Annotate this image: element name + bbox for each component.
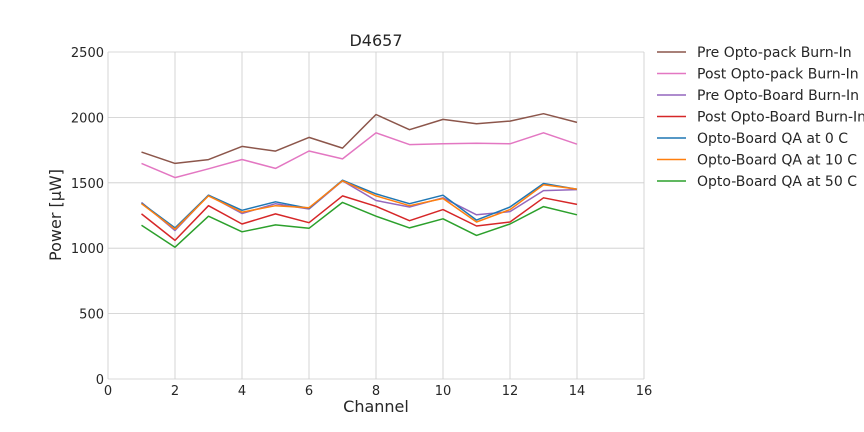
x-tick-label: 0 xyxy=(104,384,112,399)
y-axis-label: Power [μW] xyxy=(46,169,65,261)
y-tick-label: 1000 xyxy=(71,242,104,257)
series-line-7 xyxy=(141,201,578,248)
legend: Pre Opto-pack Burn-In Post Opto-pack Burn… xyxy=(657,45,864,190)
x-tick-label: 8 xyxy=(372,384,380,399)
series-line-1 xyxy=(141,112,578,165)
x-tick-label: 6 xyxy=(305,384,313,399)
x-tick-label: 12 xyxy=(502,384,519,399)
legend-label: Post Opto-pack Burn-In xyxy=(697,67,859,83)
legend-label: Post Opto-Board Burn-In xyxy=(697,110,864,126)
x-axis-label: Channel xyxy=(343,397,409,416)
x-tick-label: 14 xyxy=(569,384,586,399)
x-tick-label: 2 xyxy=(171,384,179,399)
legend-label: Opto-Board QA at 10 C xyxy=(697,153,857,169)
axes: 0 2 4 6 8 10 12 14 16 0 500 1000 1500 2000 2500 xyxy=(71,46,652,399)
legend-label: Pre Opto-pack Burn-In xyxy=(697,45,852,61)
x-tick-label: 10 xyxy=(435,384,452,399)
series-line-2 xyxy=(141,132,578,179)
x-tick-label: 16 xyxy=(636,384,653,399)
series-line-5 xyxy=(141,179,578,229)
y-tick-label: 0 xyxy=(96,373,104,388)
series-line-6 xyxy=(141,180,578,230)
y-tick-label: 1500 xyxy=(71,177,104,192)
series-lines xyxy=(141,112,578,248)
x-tick-label: 4 xyxy=(238,384,246,399)
chart-title: D4657 xyxy=(349,31,402,50)
legend-label: Opto-Board QA at 50 C xyxy=(697,174,857,190)
series-line-4 xyxy=(141,195,578,242)
y-tick-label: 2500 xyxy=(71,46,104,61)
legend-label: Pre Opto-Board Burn-In xyxy=(697,88,859,104)
legend-label: Opto-Board QA at 0 C xyxy=(697,131,848,147)
y-tick-label: 500 xyxy=(79,308,104,323)
y-tick-label: 2000 xyxy=(71,111,104,126)
grid xyxy=(107,51,645,380)
